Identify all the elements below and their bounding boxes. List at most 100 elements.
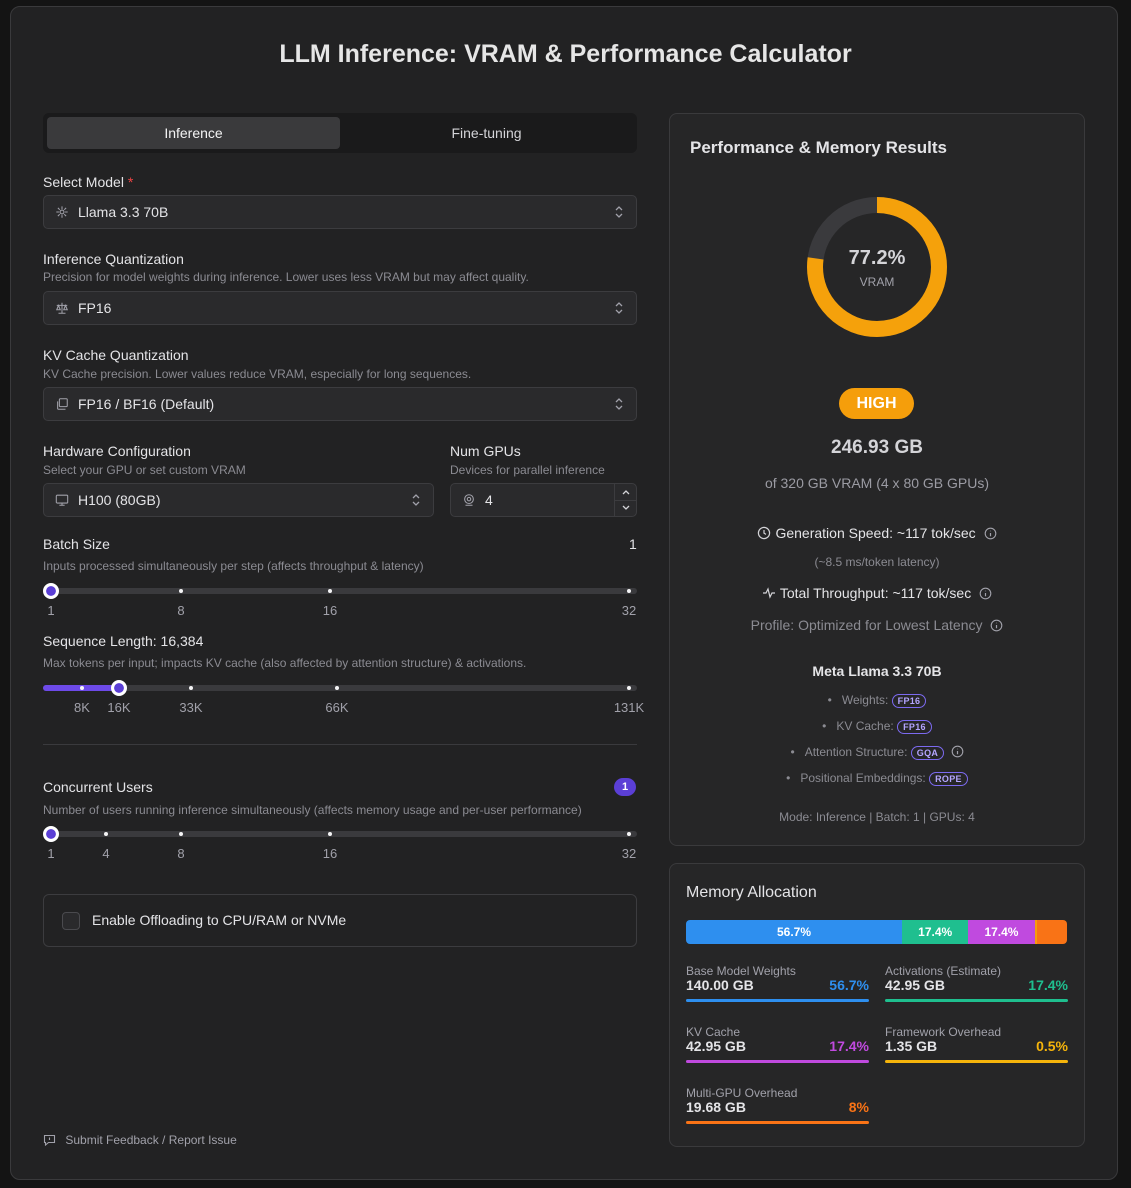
seq-slider[interactable] bbox=[43, 680, 637, 696]
spec-label: Attention Structure: bbox=[804, 745, 908, 759]
info-icon[interactable] bbox=[990, 619, 1003, 632]
memory-item-line bbox=[885, 1060, 1068, 1063]
users-slider[interactable] bbox=[43, 826, 637, 842]
model-select[interactable]: Llama 3.3 70B bbox=[43, 195, 637, 229]
num-gpus-input[interactable]: 4 bbox=[450, 483, 637, 517]
inference-quant-select[interactable]: FP16 bbox=[43, 291, 637, 325]
users-tick bbox=[104, 832, 108, 836]
memory-bar-segment: 17.4% bbox=[968, 920, 1035, 944]
usage-level-badge: HIGH bbox=[839, 388, 914, 419]
batch-tick-label: 32 bbox=[621, 603, 637, 618]
offload-option[interactable]: Enable Offloading to CPU/RAM or NVMe bbox=[43, 894, 637, 947]
tab-fine-tuning[interactable]: Fine-tuning bbox=[451, 125, 522, 141]
spec-tag: FP16 bbox=[897, 719, 932, 734]
kv-quant-label: KV Cache Quantization bbox=[43, 347, 189, 363]
memory-item-label: Multi-GPU Overhead bbox=[686, 1086, 798, 1100]
results-card bbox=[669, 113, 1085, 846]
gauge-label: VRAM bbox=[859, 275, 895, 289]
info-icon[interactable] bbox=[984, 527, 997, 540]
kv-quant-select[interactable]: FP16 / BF16 (Default) bbox=[43, 387, 637, 421]
batch-value: 1 bbox=[629, 536, 637, 552]
spec-tag: FP16 bbox=[891, 693, 927, 708]
spec-tag: ROPE bbox=[929, 771, 968, 786]
generation-speed-text: Generation Speed: ~117 tok/sec bbox=[775, 525, 976, 541]
memory-bar: 56.7% 17.4% 17.4% bbox=[686, 920, 1067, 944]
model-label: Select Model * bbox=[43, 174, 133, 190]
info-icon[interactable] bbox=[979, 587, 992, 600]
memory-items: Base Model Weights 140.00 GB 56.7% Activ… bbox=[686, 964, 1068, 1144]
users-label: Concurrent Users bbox=[43, 779, 153, 795]
feedback-link[interactable]: Submit Feedback / Report Issue bbox=[43, 1133, 237, 1147]
tab-inference[interactable]: Inference bbox=[47, 117, 340, 149]
spec-attention: • Attention Structure: GQA bbox=[669, 745, 1085, 760]
num-gpus-hint: Devices for parallel inference bbox=[450, 463, 605, 477]
users-slider-thumb[interactable] bbox=[43, 826, 59, 842]
gauge-arc bbox=[807, 197, 947, 337]
layers-icon bbox=[57, 398, 68, 410]
seq-tick bbox=[189, 686, 193, 690]
seq-tick-label: 16K bbox=[107, 700, 131, 715]
batch-hint: Inputs processed simultaneously per step… bbox=[43, 559, 424, 573]
memory-item-line bbox=[686, 1121, 869, 1124]
users-count-badge: 1 bbox=[614, 778, 636, 796]
latency: (~8.5 ms/token latency) bbox=[814, 555, 940, 569]
stepper-up-icon[interactable] bbox=[621, 488, 631, 496]
memory-item: KV Cache 42.95 GB 17.4% bbox=[686, 1025, 869, 1063]
seq-tick-label: 8K bbox=[74, 700, 90, 715]
hardware-value: H100 (80GB) bbox=[78, 492, 161, 508]
users-tick-label: 32 bbox=[621, 846, 637, 861]
chevron-updown-icon bbox=[412, 494, 420, 506]
memory-bar-segment bbox=[1036, 920, 1067, 944]
spec-weights: • Weights: FP16 bbox=[669, 693, 1085, 708]
kv-quant-value: FP16 / BF16 (Default) bbox=[78, 396, 215, 412]
seq-hint: Max tokens per input; impacts KV cache (… bbox=[43, 656, 527, 670]
inference-quant-hint: Precision for model weights during infer… bbox=[43, 270, 529, 284]
memory-item-label: Base Model Weights bbox=[686, 964, 796, 978]
batch-tick bbox=[627, 589, 631, 593]
page-title: LLM Inference: VRAM & Performance Calcul… bbox=[279, 40, 852, 68]
memory-bar-segment: 56.7% bbox=[686, 920, 903, 944]
memory-item-pct: 56.7% bbox=[829, 977, 869, 993]
gauge-percent: 77.2% bbox=[848, 247, 906, 269]
total-vram: 246.93 GB bbox=[831, 437, 923, 458]
users-tick-label: 1 bbox=[47, 846, 55, 861]
seq-tick bbox=[627, 686, 631, 690]
batch-slider-thumb[interactable] bbox=[43, 583, 59, 599]
offload-label: Enable Offloading to CPU/RAM or NVMe bbox=[92, 912, 347, 928]
memory-card bbox=[669, 863, 1085, 1147]
seq-label: Sequence Length: 16,384 bbox=[43, 633, 204, 649]
offload-checkbox[interactable] bbox=[62, 912, 80, 930]
gpu-stepper bbox=[614, 484, 636, 516]
batch-slider[interactable] bbox=[43, 583, 637, 599]
memory-bar-segment: 17.4% bbox=[902, 920, 969, 944]
memory-item-value: 19.68 GB bbox=[686, 1099, 746, 1115]
memory-item: Framework Overhead 1.35 GB 0.5% bbox=[885, 1025, 1068, 1063]
hardware-select[interactable]: H100 (80GB) bbox=[43, 483, 434, 517]
mode-tabs: Inference Fine-tuning bbox=[43, 113, 637, 153]
vram-gauge bbox=[807, 197, 947, 337]
stepper-down-icon[interactable] bbox=[621, 504, 631, 512]
generation-speed: Generation Speed: ~117 tok/sec bbox=[669, 525, 1085, 541]
scale-icon bbox=[55, 302, 69, 314]
users-tick bbox=[328, 832, 332, 836]
memory-item-value: 1.35 GB bbox=[885, 1038, 938, 1054]
seq-slider-thumb[interactable] bbox=[111, 680, 127, 696]
memory-item-line bbox=[686, 1060, 869, 1063]
activity-icon bbox=[762, 587, 775, 599]
monitor-icon bbox=[55, 494, 69, 506]
seq-tick-label: 33K bbox=[179, 700, 203, 715]
num-gpus-value: 4 bbox=[485, 492, 493, 508]
model-label-text: Select Model bbox=[43, 174, 124, 190]
mode-line: Mode: Inference | Batch: 1 | GPUs: 4 bbox=[779, 810, 975, 824]
seq-tick-label: 66K bbox=[325, 700, 349, 715]
kv-quant-hint: KV Cache precision. Lower values reduce … bbox=[43, 367, 472, 381]
spec-kv: • KV Cache: FP16 bbox=[669, 719, 1085, 734]
users-hint: Number of users running inference simult… bbox=[43, 803, 582, 817]
info-icon[interactable] bbox=[951, 745, 964, 758]
memory-item-value: 140.00 GB bbox=[686, 977, 754, 993]
total-throughput: Total Throughput: ~117 tok/sec bbox=[669, 585, 1085, 601]
memory-item-pct: 17.4% bbox=[829, 1038, 869, 1054]
spec-positional: • Positional Embeddings: ROPE bbox=[669, 771, 1085, 786]
spec-tag: GQA bbox=[910, 745, 945, 760]
memory-item: Base Model Weights 140.00 GB 56.7% bbox=[686, 964, 869, 1002]
